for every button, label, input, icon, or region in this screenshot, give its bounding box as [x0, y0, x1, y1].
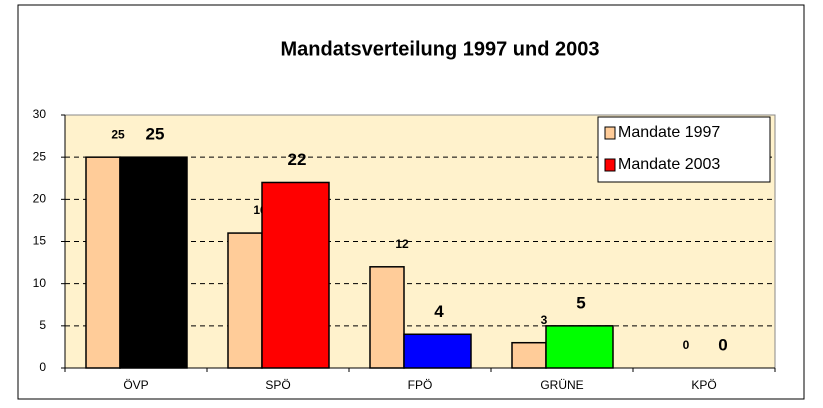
bar [119, 156, 188, 369]
bar [227, 232, 263, 369]
legend-label: Mandate 2003 [618, 156, 720, 173]
legend-swatch [604, 126, 616, 140]
data-label: 25 [111, 127, 125, 141]
y-tick-label: 5 [39, 318, 46, 332]
bar [545, 325, 614, 369]
data-label: 3 [541, 313, 548, 327]
data-label: 25 [146, 125, 165, 144]
x-tick-label: FPÖ [408, 378, 433, 392]
legend-box [597, 116, 771, 183]
y-tick-label: 15 [33, 234, 47, 248]
data-label: 5 [576, 293, 585, 312]
x-tick-label: GRÜNE [540, 378, 583, 392]
y-tick-label: 20 [33, 192, 47, 206]
legend-swatch [604, 158, 616, 172]
x-tick-label: SPÖ [265, 378, 290, 392]
data-label: 0 [683, 338, 690, 352]
legend-label: Mandate 1997 [618, 124, 720, 141]
x-tick-label: KPÖ [691, 378, 716, 392]
y-tick-label: 0 [39, 360, 46, 374]
bar [369, 266, 405, 369]
bar [511, 341, 547, 369]
chart-title: Mandatsverteilung 1997 und 2003 [280, 38, 599, 60]
data-label: 22 [288, 150, 307, 169]
y-tick-label: 25 [33, 149, 47, 163]
data-label: 4 [434, 302, 444, 321]
x-tick-label: ÖVP [123, 378, 148, 392]
data-label: 0 [718, 335, 727, 354]
bar [261, 181, 330, 369]
bar [85, 156, 121, 369]
bar [403, 333, 472, 369]
y-tick-label: 10 [33, 276, 47, 290]
data-label: 12 [395, 237, 409, 251]
y-tick-label: 30 [33, 107, 47, 121]
